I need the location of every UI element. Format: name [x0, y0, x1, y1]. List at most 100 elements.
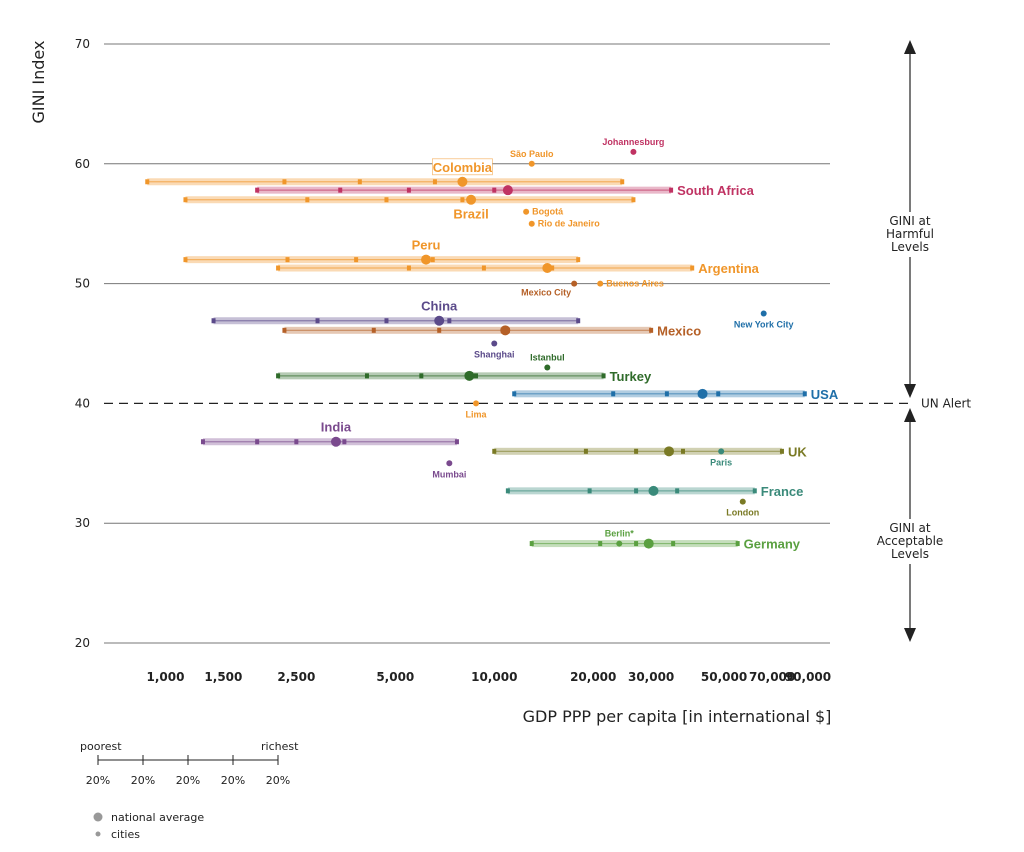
city-mexico-city: Mexico City [521, 280, 578, 298]
quintile-tick-5 [779, 448, 784, 454]
country-label: Germany [744, 537, 801, 552]
city-dot [544, 364, 551, 371]
city-dot [630, 148, 637, 155]
quintile-tick-5 [802, 391, 807, 397]
quintile-tick-2 [315, 318, 320, 324]
city-dot [491, 340, 498, 347]
quintile-tick-2 [587, 488, 592, 494]
city-dot [528, 220, 535, 227]
y-axis-title: GINI Index [29, 41, 48, 124]
city-lima: Lima [466, 400, 488, 419]
country-india: India [200, 420, 459, 447]
country-uk: UK [492, 444, 807, 459]
national-average-dot [330, 436, 341, 447]
quintile-tick-2 [583, 448, 588, 454]
city-new-york-city: New York City [734, 310, 794, 330]
x-tick-1000: 1,000 [147, 670, 185, 684]
legend-richest: richest [261, 740, 299, 753]
quintile-tick-4 [492, 187, 497, 193]
quintile-tick-2 [364, 373, 369, 379]
quintile-tick-5 [576, 257, 581, 263]
country-label: India [321, 420, 352, 435]
quintile-tick-1 [183, 257, 188, 263]
country-china: China [211, 299, 581, 326]
quintile-tick-3 [481, 265, 486, 271]
city-label: Shanghai [474, 350, 515, 360]
legend-national-average-marker [93, 812, 103, 822]
quintile-tick-4 [342, 439, 347, 445]
y-tick-20: 20 [75, 636, 90, 650]
city-dot [446, 460, 453, 467]
y-tick-labels: 20 30 40 50 60 70 [75, 37, 90, 650]
legend-quintile-5: 20% [266, 774, 290, 787]
city-label: New York City [734, 320, 794, 330]
national-average-dot [421, 254, 432, 265]
quintile-tick-2 [406, 265, 411, 271]
city-rio-de-janeiro: Rio de Janeiro [528, 219, 600, 229]
quintile-tick-5 [454, 439, 459, 445]
quintile-tick-2 [305, 197, 310, 203]
quintile-tick-3 [384, 318, 389, 324]
quintile-tick-1 [512, 391, 517, 397]
national-average-dot [464, 370, 475, 381]
country-france: France [505, 484, 803, 499]
national-average-dot [542, 263, 553, 274]
harmful-zone-label-line-3: Levels [891, 240, 929, 254]
quintile-tick-1 [282, 327, 287, 333]
quintile-tick-5 [601, 373, 606, 379]
quintile-tick-2 [598, 541, 603, 547]
quintile-tick-1 [492, 448, 497, 454]
city-mumbai: Mumbai [432, 460, 466, 479]
quintile-tick-5 [735, 541, 740, 547]
country-label: Brazil [453, 207, 488, 222]
y-gridlines [104, 43, 830, 644]
city-dot [616, 540, 623, 547]
harmful-zone-label-line-2: Harmful [886, 227, 934, 241]
city-istanbul: Istanbul [530, 352, 565, 371]
city-label: Paris [710, 457, 732, 467]
national-average-dot [648, 485, 659, 496]
harmful-zone-label-bg [866, 212, 954, 257]
country-bars: Colombia South Africa Brazil Peru Argentina C… [145, 158, 839, 552]
quintile-tick-2 [611, 391, 616, 397]
acceptable-zone-label-line-2: Acceptable [877, 534, 944, 548]
x-tick-labels: 1,000 1,500 2,500 5,000 10,000 20,000 30,000 50… [147, 670, 832, 684]
city-label: London [726, 508, 759, 518]
y-tick-60: 60 [75, 157, 90, 171]
legend-quintile-2: 20% [131, 774, 155, 787]
quintile-tick-1 [276, 373, 281, 379]
country-label: Colombia [433, 160, 493, 175]
city-label: Johannesburg [602, 137, 664, 147]
quintile-tick-4 [430, 257, 435, 263]
quintile-tick-1 [276, 265, 281, 271]
national-average-dot [664, 446, 675, 457]
national-average-dot [643, 538, 654, 549]
x-tick-20000: 20,000 [570, 670, 616, 684]
legend-quintile-1: 20% [86, 774, 110, 787]
country-label: Turkey [610, 369, 652, 384]
x-tick-70000: 70,000 [749, 670, 795, 684]
city-label: São Paulo [510, 149, 554, 159]
national-average-dot [466, 194, 477, 205]
city-london: London [726, 498, 759, 518]
arrow-down-icon [904, 628, 916, 642]
x-tick-30000: 30,000 [628, 670, 674, 684]
city-dot [473, 400, 480, 407]
quintile-tick-4 [716, 391, 721, 397]
city-dot [523, 208, 530, 215]
quintile-tick-3 [406, 187, 411, 193]
city-dot [718, 448, 725, 455]
quintile-tick-1 [183, 197, 188, 203]
y-tick-30: 30 [75, 516, 90, 530]
un-alert-label: UN Alert [921, 396, 971, 410]
city-label: Lima [466, 409, 488, 419]
quintile-tick-1 [145, 179, 150, 185]
city-dot [571, 280, 578, 287]
country-label: USA [811, 387, 839, 402]
quintile-tick-5 [752, 488, 757, 494]
city-dot [528, 160, 535, 167]
quintile-tick-2 [285, 257, 290, 263]
x-tick-1500: 1,500 [204, 670, 242, 684]
quintile-tick-1 [255, 187, 260, 193]
